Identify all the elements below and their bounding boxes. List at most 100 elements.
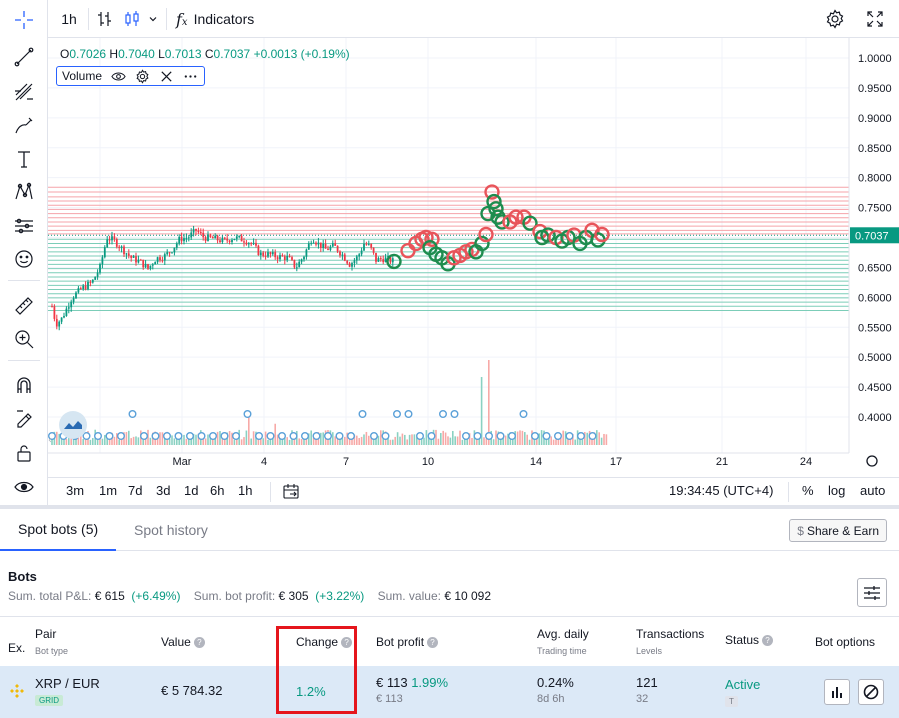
volume-bar: [202, 434, 204, 445]
goto-date-icon[interactable]: [282, 483, 300, 504]
volume-event-marker: [162, 432, 171, 441]
table-row[interactable]: XRP / EUR GRID € 5 784.32 1.2% € 113 1.9…: [0, 666, 899, 718]
percent-scale-button[interactable]: %: [802, 483, 814, 498]
indicators-button[interactable]: fx Indicators: [172, 5, 258, 33]
candle-body: [180, 236, 183, 242]
range-3m[interactable]: 3m: [66, 483, 85, 498]
close-value: 0.7037: [213, 47, 251, 61]
volume-indicator-legend[interactable]: Volume: [56, 66, 206, 86]
clock-readout[interactable]: 19:34:45 (UTC+4): [669, 483, 774, 498]
bar-chart-type-icon[interactable]: [92, 5, 118, 33]
volume-bar: [564, 431, 567, 445]
candle-body: [228, 240, 231, 243]
volume-event-marker: [473, 432, 482, 441]
eye-icon[interactable]: [8, 473, 40, 501]
candle-body: [336, 245, 339, 252]
prediction-tool-icon[interactable]: [8, 212, 40, 240]
candle-body: [327, 248, 329, 250]
volume-bar: [581, 439, 584, 445]
col-transactions-label: Transactions: [636, 627, 705, 641]
emoji-icon[interactable]: [8, 245, 40, 273]
zoom-in-icon[interactable]: [8, 325, 40, 353]
candle-body: [60, 317, 63, 322]
status-badge: Active: [725, 677, 761, 692]
tab-spot-history[interactable]: Spot history: [134, 522, 208, 538]
candles-chart-type-icon[interactable]: [120, 5, 144, 33]
volume-event-marker: [393, 410, 402, 419]
share-earn-button[interactable]: $ Share & Earn: [789, 519, 887, 542]
bot-chart-button[interactable]: [824, 679, 850, 705]
volume-bar: [387, 438, 389, 445]
column-settings-button[interactable]: [857, 578, 887, 607]
range-1m[interactable]: 1m: [99, 483, 118, 498]
volume-bar: [550, 436, 552, 445]
unlock-icon[interactable]: [8, 439, 40, 467]
text-tool-icon[interactable]: [8, 145, 40, 173]
candle-body: [310, 242, 313, 244]
lock-drawings-icon[interactable]: [8, 404, 40, 432]
interval-button[interactable]: 1h: [61, 11, 77, 27]
range-7d[interactable]: 7d: [128, 483, 143, 498]
gear-icon[interactable]: [135, 68, 150, 84]
candle-body: [89, 282, 92, 284]
candle-body: [238, 235, 241, 237]
trend-line-icon[interactable]: [8, 43, 40, 71]
range-3d[interactable]: 3d: [156, 483, 171, 498]
volume-bar: [243, 437, 245, 445]
candle-body: [156, 257, 159, 263]
fib-tool-icon[interactable]: [8, 78, 40, 106]
volume-bar: [188, 438, 190, 445]
col-transactions-sub: Levels: [636, 646, 663, 656]
price-tick-label: 0.8500: [858, 143, 892, 155]
close-icon[interactable]: [159, 69, 174, 84]
candle-body: [127, 253, 130, 256]
auto-scale-button[interactable]: auto: [860, 483, 886, 498]
ruler-icon[interactable]: [8, 292, 40, 320]
volume-bar: [161, 432, 164, 445]
brush-icon[interactable]: [8, 112, 40, 140]
candle-body: [283, 256, 286, 261]
magnet-icon[interactable]: [8, 371, 40, 399]
current-price-label: 0.7037: [855, 230, 889, 242]
candle-body: [204, 237, 207, 241]
candle-body: [51, 306, 53, 308]
time-tick-label: 21: [716, 456, 728, 468]
transactions-count: 121: [636, 675, 658, 690]
tab-spot-bots[interactable]: Spot bots (5): [0, 509, 117, 551]
candle-body: [353, 260, 356, 264]
volume-event-marker: [427, 432, 436, 441]
volume-bar: [183, 434, 185, 445]
help-icon[interactable]: ?: [762, 635, 774, 646]
chevron-down-icon[interactable]: [146, 5, 160, 33]
help-icon[interactable]: ?: [193, 637, 205, 648]
more-icon[interactable]: [183, 69, 198, 84]
help-icon[interactable]: ?: [341, 637, 353, 648]
sell-trade-marker: [478, 226, 494, 243]
range-1h[interactable]: 1h: [238, 483, 253, 498]
range-6h[interactable]: 6h: [210, 483, 225, 498]
fullscreen-icon[interactable]: [860, 5, 890, 33]
volume-bar: [533, 439, 536, 445]
volume-bar: [557, 437, 560, 445]
eye-icon[interactable]: [111, 69, 126, 84]
volume-bar: [416, 437, 418, 445]
help-icon[interactable]: ?: [427, 637, 439, 648]
range-1d[interactable]: 1d: [184, 483, 199, 498]
candle-body: [154, 262, 157, 265]
settings-gear-icon[interactable]: [820, 5, 850, 33]
candle-body: [355, 256, 358, 261]
col-avg-daily-sub: Trading time: [537, 646, 587, 656]
candle-body: [341, 254, 344, 256]
price-chart[interactable]: 1.0000 0.9500 0.9000 0.8500 0.8000 0.7500 0.70…: [48, 38, 899, 471]
volume-bar: [444, 432, 447, 445]
crosshair-icon[interactable]: [8, 6, 40, 34]
volume-event-marker: [254, 432, 263, 441]
candlestick-chart-canvas[interactable]: 1.0000 0.9500 0.9000 0.8500 0.8000 0.7500 0.70…: [48, 38, 899, 471]
pattern-icon[interactable]: [8, 178, 40, 206]
stop-bot-button[interactable]: [858, 679, 884, 705]
volume-event-marker: [208, 432, 217, 441]
log-scale-button[interactable]: log: [828, 483, 846, 498]
pnl-value: € 615: [94, 589, 125, 603]
volume-bar: [351, 438, 353, 445]
volume-bar: [411, 434, 413, 445]
